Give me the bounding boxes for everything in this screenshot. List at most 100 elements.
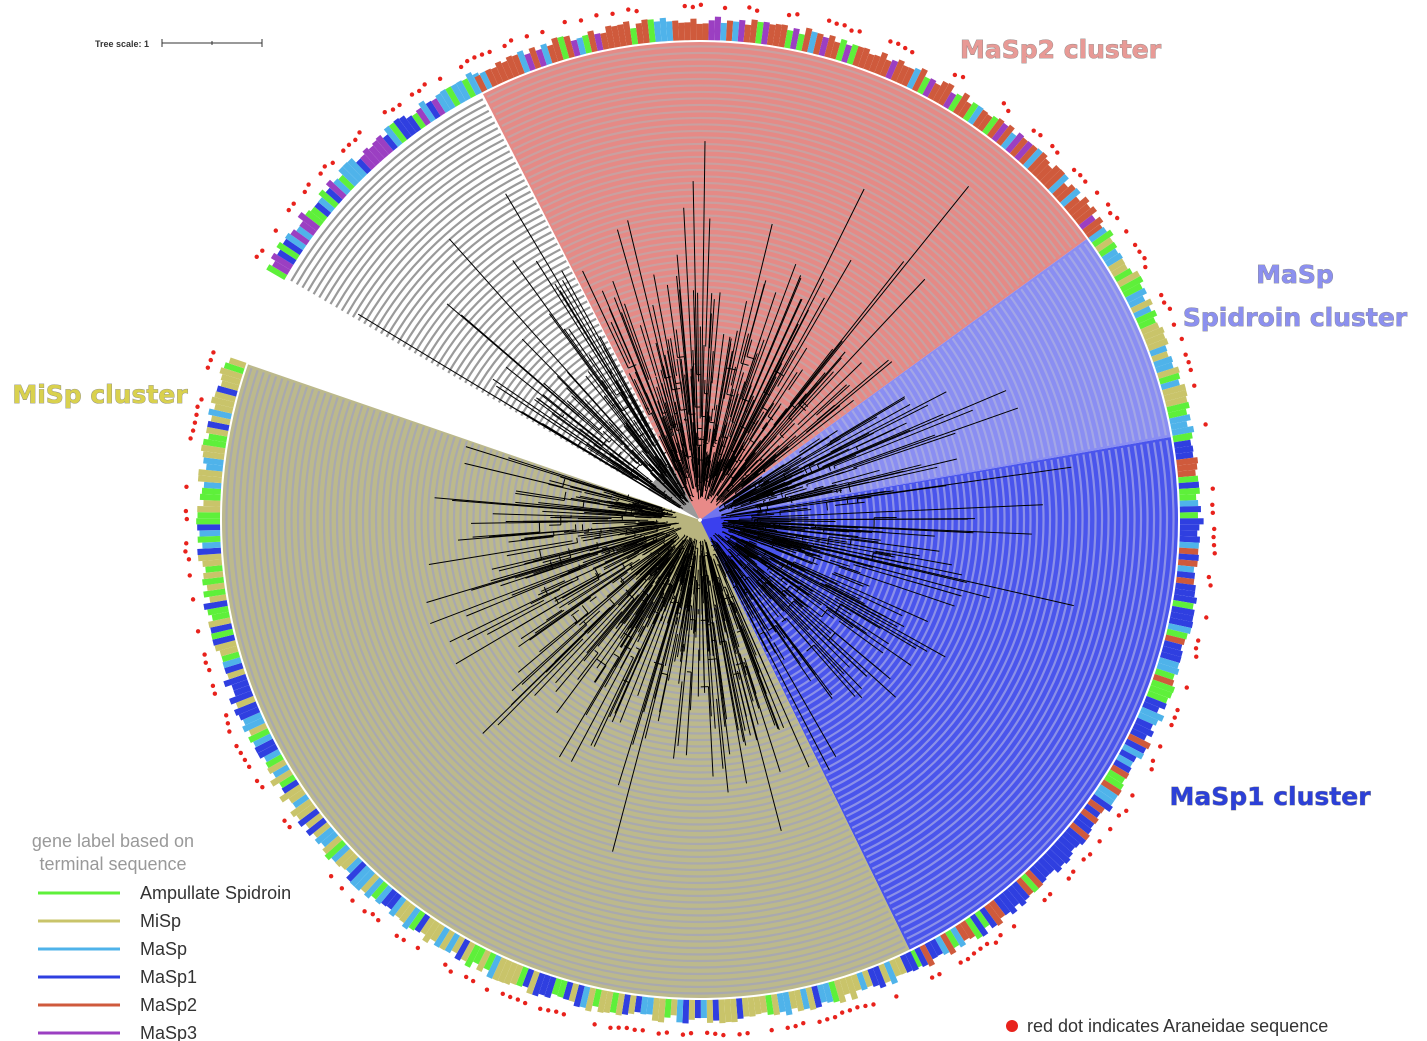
branch (835, 501, 865, 506)
leaf-label-stripe (1147, 338, 1169, 352)
leaf-label-stripe (503, 961, 518, 985)
leaf-label-stripe (1119, 749, 1137, 763)
leaf-guide (983, 315, 1046, 458)
araneidae-dot (690, 4, 696, 10)
branch-arc (847, 482, 851, 493)
leaf-label-stripe (221, 651, 241, 663)
araneidae-dot (306, 182, 311, 187)
branch (636, 523, 645, 525)
branch-arc (686, 539, 688, 541)
branch (718, 474, 793, 512)
branch (758, 490, 887, 512)
leaf-guide (603, 305, 873, 395)
branch (712, 544, 768, 653)
araneidae-dot (871, 1002, 876, 1007)
leaf-label-stripe (1107, 769, 1126, 784)
leaf-label-stripe (1057, 835, 1076, 852)
branch (796, 549, 823, 559)
leaf-label-stripe (996, 124, 1015, 146)
branch (647, 566, 676, 619)
leaf-label-stripe (1166, 401, 1190, 413)
leaf-label-stripe (333, 178, 351, 196)
branch (697, 292, 700, 382)
leaf-guide (264, 380, 889, 956)
branch (611, 598, 667, 723)
branch (729, 372, 744, 418)
leaf-label-stripe (1178, 487, 1200, 495)
leaf-label-stripe (603, 991, 614, 1014)
branch (514, 535, 649, 579)
araneidae-dot (357, 130, 362, 135)
araneidae-dot (1212, 526, 1217, 532)
branch (446, 303, 585, 422)
branch-arc (749, 439, 756, 444)
branch (707, 380, 712, 427)
araneidae-dot (187, 573, 192, 578)
branch (654, 539, 687, 584)
leaf-label-stripe (531, 972, 546, 997)
branch (630, 602, 648, 629)
araneidae-dot (1047, 891, 1053, 897)
branch (675, 563, 684, 580)
leaf-guide (464, 277, 576, 384)
branch (623, 584, 653, 625)
branch (663, 555, 686, 608)
leaf-label-stripe (197, 512, 221, 519)
cluster-label: Spidroin cluster (1183, 303, 1408, 332)
branch-arc (763, 552, 767, 556)
branch (762, 576, 896, 698)
leaf-label-stripe (386, 892, 402, 910)
branch (746, 339, 753, 357)
branch (829, 396, 905, 443)
branch (726, 435, 797, 497)
branch-arc (740, 447, 746, 451)
branch (846, 490, 894, 499)
branch (700, 542, 705, 681)
leaf-label-stripe (277, 249, 297, 265)
branch (673, 681, 683, 759)
leaf-label-stripe (461, 78, 477, 99)
branch (737, 402, 775, 460)
branch (664, 465, 668, 471)
leaf-label-stripe (1140, 322, 1160, 335)
leaf-label-stripe (202, 559, 223, 567)
branch (487, 573, 601, 635)
branch (728, 571, 750, 608)
araneidae-dot (397, 102, 402, 108)
leaf-label-stripe (1174, 445, 1194, 455)
branch (579, 428, 603, 447)
leaf-label-stripe (640, 996, 649, 1015)
leaf-guide (565, 220, 942, 345)
branch (660, 369, 678, 431)
branch (617, 603, 675, 786)
branch-arc (827, 536, 830, 546)
branch-arc (675, 468, 680, 471)
leaf-label-stripe (1119, 275, 1144, 293)
araneidae-dot (1031, 128, 1036, 133)
leaf-label-stripe (863, 53, 875, 71)
araneidae-dot (500, 991, 505, 996)
leaf-label-stripe (510, 964, 524, 986)
leaf-label-stripe (1149, 345, 1168, 357)
branch-arc (789, 403, 797, 409)
tree-scale-label: Tree scale: 1 (95, 39, 149, 49)
leaf-guide (361, 411, 847, 859)
leaf-label-stripe (1024, 869, 1044, 889)
branch (675, 567, 681, 579)
leaf-guide (874, 453, 1097, 876)
leaf-label-stripe (1161, 645, 1183, 658)
branch (756, 470, 785, 488)
branch (677, 565, 684, 578)
leaf-guide (513, 103, 1036, 275)
leaf-guide (251, 376, 895, 969)
branch-arc (672, 597, 677, 601)
araneidae-dot (971, 951, 977, 956)
leaf-guide (820, 473, 974, 765)
branch (593, 545, 684, 683)
leaf-label-stripe (666, 21, 674, 42)
leaf-label-stripe (476, 949, 492, 972)
branch (615, 404, 640, 437)
leaf-label-stripe (945, 929, 960, 949)
branch (731, 451, 763, 486)
leaf-label-stripe (592, 988, 602, 1008)
